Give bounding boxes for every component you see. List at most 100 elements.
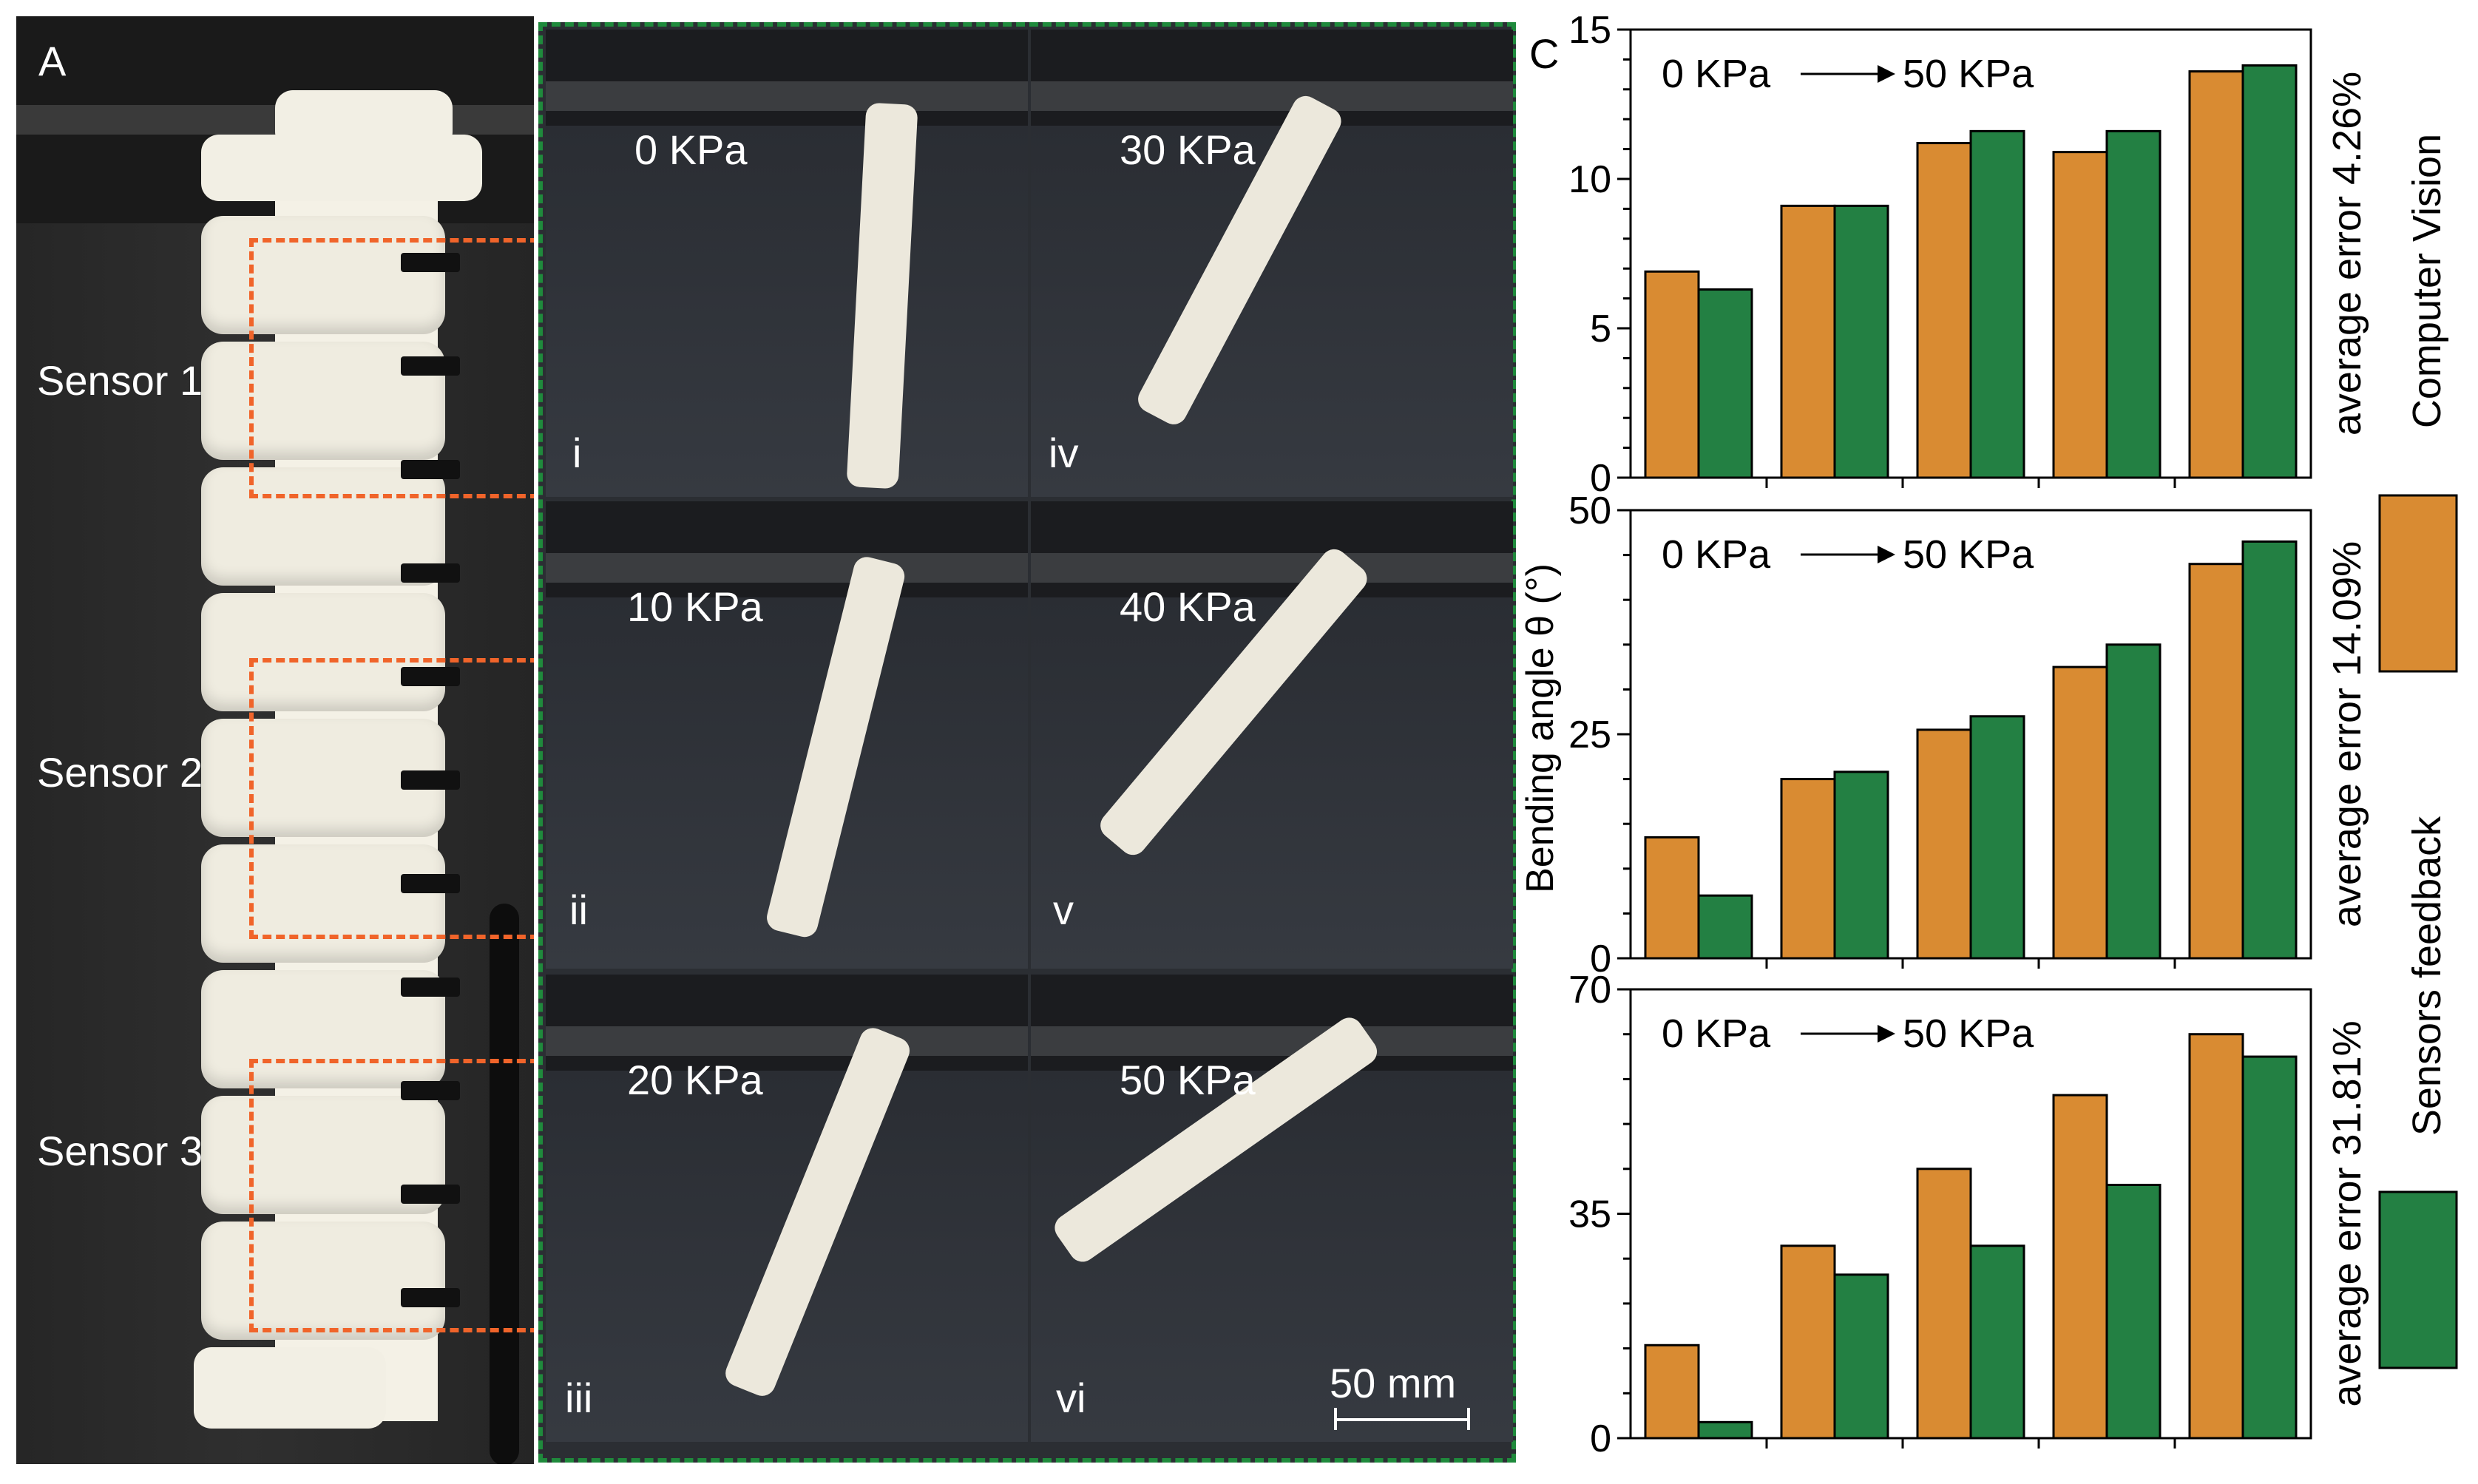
range-to-label: 50 KPa [1903, 52, 2034, 96]
actuator-notch [401, 667, 460, 686]
actuator-notch [401, 1288, 460, 1307]
y-tick-label: 0 [1590, 457, 1611, 500]
bar-computer-vision [2052, 665, 2108, 960]
bar-computer-vision [1644, 836, 1700, 960]
bar-computer-vision [1780, 204, 1836, 479]
actuator-notch [401, 770, 460, 790]
y-tick-label: 0 [1590, 938, 1611, 980]
scale-bar-tick [1334, 1408, 1337, 1430]
bar-sensors-feedback [2241, 64, 2298, 479]
sensor-2-label: Sensor 2 [37, 749, 203, 796]
photo-20kpa: 20 KPa iii [546, 975, 1028, 1442]
panel-a-letter: A [38, 38, 67, 84]
panel-c-letter: C [1529, 30, 1560, 77]
y-tick-label: 0 [1590, 1417, 1611, 1460]
actuator-segment [201, 1222, 445, 1340]
sensor-1-label: Sensor 1 [37, 357, 203, 404]
actuator-top-block [275, 90, 453, 149]
bar-sensors-feedback [1833, 1273, 1889, 1440]
photo-50kpa: 50 KPa vi 50 mm [1031, 975, 1513, 1442]
legend-swatch-sensors-feedback [2378, 1190, 2458, 1369]
bar-sensors-feedback [1697, 288, 1753, 479]
sensor-2-box [249, 658, 534, 939]
panel-b-photo-grid: B 0 KPa i 30 KPa iv 10 KPa ii 40 KPa v 2… [538, 22, 1516, 1463]
photo-pressure-label: 50 KPa [1120, 1057, 1256, 1103]
actuator-segment [201, 216, 445, 334]
panel-a-photo: A Sensor 1 Sensor 2 Sensor 3 [16, 16, 534, 1464]
bar-sensors-feedback [2105, 643, 2162, 960]
bar-computer-vision [1916, 142, 1972, 479]
plot-frame [1629, 28, 2312, 479]
photo-0kpa: 0 KPa i [546, 30, 1028, 497]
scale-bar-label: 50 mm [1330, 1360, 1457, 1406]
bar-computer-vision [2052, 151, 2108, 479]
bar-sensors-feedback [1833, 204, 1889, 479]
photo-pressure-label: 10 KPa [627, 583, 763, 630]
bar-computer-vision [1644, 270, 1700, 479]
average-error-label: average error 4.26% [2325, 72, 2369, 436]
photo-pressure-label: 40 KPa [1120, 583, 1256, 630]
actuator-notch [401, 1185, 460, 1204]
actuator-notch [401, 1081, 460, 1100]
actuator-segment [201, 593, 445, 711]
actuator-bottom-cap [194, 1347, 386, 1429]
photo-index: i [572, 430, 582, 476]
actuator-notch [401, 563, 460, 583]
bar-sensors-feedback [1833, 770, 1889, 960]
bar-sensors-feedback [2241, 1055, 2298, 1440]
bar-computer-vision [2052, 1094, 2108, 1440]
legend-label-sensors-feedback: Sensors feedback [2405, 816, 2449, 1136]
legend-label-computer-vision: Computer Vision [2405, 134, 2449, 428]
scale-bar-tick [1467, 1408, 1470, 1430]
bar-sensors-feedback [1969, 129, 2025, 479]
bar-sensors-feedback [1697, 894, 1753, 960]
y-tick-label: 15 [1568, 9, 1611, 52]
bar-sensors-feedback [2105, 1183, 2162, 1440]
photo-pressure-label: 0 KPa [634, 126, 748, 173]
photo-30kpa: 30 KPa iv [1031, 30, 1513, 497]
sensor-3-label: Sensor 3 [37, 1128, 203, 1174]
range-to-label: 50 KPa [1903, 532, 2034, 577]
y-tick-label: 50 [1568, 489, 1611, 532]
bar-computer-vision [2188, 1033, 2244, 1440]
bar-sensors-feedback [1697, 1420, 1753, 1440]
scale-bar [1334, 1418, 1470, 1421]
bar-computer-vision [1780, 778, 1836, 960]
actuator-notch [401, 978, 460, 997]
y-tick-label: 25 [1568, 714, 1611, 756]
range-from-label: 0 KPa [1662, 52, 1771, 96]
bar-computer-vision [1644, 1344, 1700, 1440]
bar-chart-1: 0 5 10 15 0 KPa 50 KPa average error 4.26% [1568, 9, 2369, 500]
y-tick-label: 5 [1590, 308, 1611, 350]
y-axis-label: Bending angle θ (°) [1519, 563, 1562, 893]
legend-swatch-computer-vision [2378, 494, 2458, 673]
bar-computer-vision [1916, 1168, 1972, 1440]
actuator-notch [401, 460, 460, 479]
y-tick-label: 35 [1568, 1193, 1611, 1236]
bar-sensors-feedback [1969, 1244, 2025, 1440]
bar-chart-3: 0 35 70 0 KPa 50 KPa average error 31.81% [1568, 969, 2369, 1460]
actuator-notch [401, 874, 460, 893]
bar-sensors-feedback [1969, 715, 2025, 960]
range-to-label: 50 KPa [1903, 1012, 2034, 1056]
bar-computer-vision [1916, 728, 1972, 960]
bar-chart-2: 0 25 50 0 KPa 50 KPa average error 14.09% [1568, 489, 2369, 980]
photo-index: vi [1056, 1375, 1086, 1421]
sensor-3-box [249, 1059, 534, 1332]
range-from-label: 0 KPa [1662, 532, 1771, 577]
bar-sensors-feedback [2105, 129, 2162, 479]
bar-computer-vision [2188, 70, 2244, 479]
photo-10kpa: 10 KPa ii [546, 501, 1028, 969]
photo-index: v [1053, 887, 1074, 933]
air-tube [490, 904, 519, 1464]
bar-sensors-feedback [2241, 540, 2298, 960]
photo-pressure-label: 30 KPa [1120, 126, 1256, 173]
actuator-notch [401, 253, 460, 272]
photo-40kpa: 40 KPa v [1031, 501, 1513, 969]
range-from-label: 0 KPa [1662, 1012, 1771, 1056]
photo-index: ii [569, 887, 588, 933]
photo-pressure-label: 20 KPa [627, 1057, 763, 1103]
y-tick-label: 10 [1568, 158, 1611, 201]
sensor-1-box [249, 238, 534, 498]
